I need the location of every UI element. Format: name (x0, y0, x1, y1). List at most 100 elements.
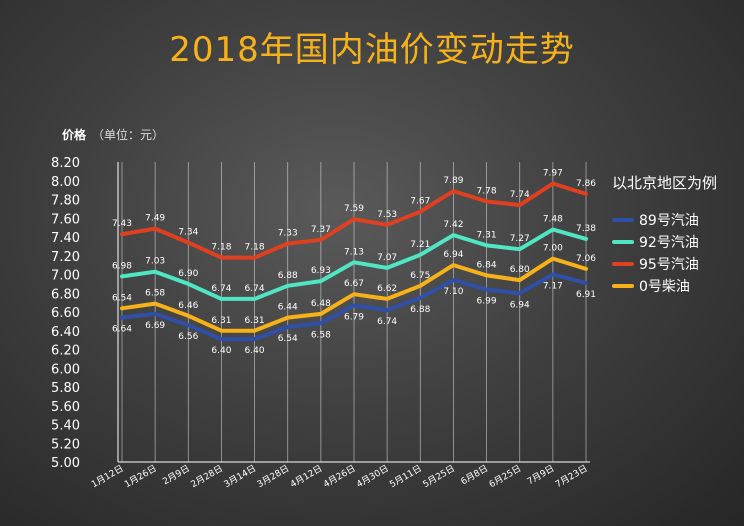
legend-title: 以北京地区为例 (612, 174, 718, 192)
x-tick-label-0: 1月12日 (90, 463, 126, 490)
data-label-s1-2: 6.90 (178, 269, 198, 279)
data-label-s2-9: 7.67 (410, 197, 430, 207)
y-tick-label-2: 5.40 (51, 419, 80, 434)
x-tick-label-14: 7月23日 (554, 463, 590, 490)
x-tick-label-8: 4月30日 (355, 463, 391, 490)
x-tick-label-7: 4月26日 (322, 463, 358, 490)
data-label-s1-12: 7.27 (510, 234, 530, 244)
data-label-s0-2: 6.56 (178, 332, 198, 342)
x-tick-label-4: 3月14日 (222, 463, 258, 490)
data-label-s1-5: 6.88 (278, 271, 298, 281)
data-label-s3-12: 6.80 (510, 265, 530, 275)
y-tick-label-12: 7.40 (51, 231, 80, 246)
data-label-s2-2: 7.34 (178, 228, 198, 238)
y-tick-label-9: 6.80 (51, 287, 80, 302)
data-label-s0-7: 6.79 (344, 312, 364, 322)
data-label-s0-5: 6.54 (278, 334, 298, 344)
x-tick-label-1: 1月26日 (123, 463, 159, 490)
y-axis-label-main: 价格 (62, 128, 87, 142)
data-label-s0-4: 6.40 (245, 346, 265, 356)
data-label-s3-11: 6.84 (477, 260, 497, 270)
legend-item-0: 89号汽油 (612, 209, 717, 231)
x-tick-label-9: 5月11日 (388, 463, 424, 490)
x-tick-label-12: 6月25日 (487, 463, 523, 490)
legend-item-3: 0号柴油 (612, 275, 717, 297)
data-label-s3-0: 6.54 (112, 293, 132, 303)
y-tick-label-7: 6.40 (51, 325, 80, 340)
data-label-s2-7: 7.59 (344, 204, 364, 214)
data-label-s2-8: 7.53 (377, 210, 397, 220)
data-label-s3-9: 6.75 (410, 271, 430, 281)
x-tick-label-13: 7月9日 (525, 463, 556, 487)
data-label-s3-6: 6.48 (311, 299, 331, 309)
legend-label-0: 89号汽油 (639, 213, 699, 229)
y-tick-label-1: 5.20 (51, 437, 80, 452)
y-tick-label-5: 6.00 (51, 362, 80, 377)
data-label-s0-11: 6.99 (477, 297, 497, 307)
data-label-s2-0: 7.43 (112, 219, 132, 229)
data-label-s1-8: 7.07 (377, 253, 397, 263)
legend-label-2: 95号汽油 (639, 257, 699, 273)
y-tick-label-6: 6.20 (51, 344, 80, 359)
x-tick-label-10: 5月25日 (421, 463, 457, 490)
data-label-s2-3: 7.18 (211, 243, 231, 253)
y-tick-label-8: 6.60 (51, 306, 80, 321)
data-label-s2-13: 7.97 (543, 169, 563, 179)
x-tick-label-11: 6月8日 (459, 463, 490, 487)
chart-title: 2018年国内油价变动走势 (169, 30, 575, 70)
y-axis-label-unit: （单位：元） (92, 128, 165, 142)
data-label-s3-1: 6.58 (145, 289, 165, 299)
legend-label-3: 0号柴油 (639, 279, 690, 295)
legend-label-1: 92号汽油 (639, 235, 699, 251)
y-tick-label-0: 5.00 (51, 456, 80, 471)
y-tick-label-15: 8.00 (51, 175, 80, 190)
data-label-s3-4: 6.31 (245, 316, 265, 326)
data-label-s3-14: 7.06 (576, 254, 596, 264)
data-label-s1-13: 7.48 (543, 215, 563, 225)
data-label-s0-12: 6.94 (510, 300, 530, 310)
data-label-s3-10: 6.94 (443, 250, 463, 260)
y-tick-label-13: 7.60 (51, 212, 80, 227)
y-tick-label-14: 7.80 (51, 194, 80, 209)
x-tick-label-6: 4月12日 (288, 463, 324, 490)
series-line-2 (120, 181, 588, 260)
data-label-s0-1: 6.69 (145, 321, 165, 331)
legend-item-1: 92号汽油 (612, 231, 717, 253)
data-label-s2-12: 7.74 (510, 190, 530, 200)
data-label-s1-11: 7.31 (477, 230, 497, 240)
y-tick-label-3: 5.60 (51, 400, 80, 415)
data-label-s1-1: 7.03 (145, 257, 165, 267)
y-tick-label-11: 7.20 (51, 250, 80, 265)
data-label-s0-8: 6.74 (377, 317, 397, 327)
legend-item-2: 95号汽油 (612, 253, 717, 275)
data-label-s1-3: 6.74 (211, 284, 231, 294)
x-tick-label-2: 2月9日 (161, 463, 192, 487)
data-label-s2-4: 7.18 (245, 243, 265, 253)
data-label-s3-3: 6.31 (211, 316, 231, 326)
data-label-s3-5: 6.44 (278, 303, 298, 313)
series-line-3 (120, 256, 588, 333)
legend-swatch-2 (612, 262, 634, 266)
data-label-s2-11: 7.78 (477, 186, 497, 196)
data-label-s2-14: 7.86 (576, 179, 596, 189)
legend-swatch-0 (612, 218, 634, 222)
y-axis-label: 价格 （单位：元） (62, 126, 164, 143)
y-tick-label-4: 5.80 (51, 381, 80, 396)
data-label-s2-10: 7.89 (443, 176, 463, 186)
data-label-s2-1: 7.49 (145, 214, 165, 224)
data-label-s0-13: 7.17 (543, 282, 563, 292)
x-tick-label-3: 2月28日 (189, 463, 225, 490)
data-label-s1-0: 6.98 (112, 261, 132, 271)
data-label-s0-14: 6.91 (576, 290, 596, 300)
data-label-s2-6: 7.37 (311, 225, 331, 235)
data-label-s0-10: 7.10 (443, 287, 463, 297)
legend: 以北京地区为例 89号汽油 92号汽油 95号汽油 0号柴油 (612, 172, 717, 297)
series-line-0 (120, 272, 588, 342)
data-label-s1-7: 7.13 (344, 247, 364, 257)
data-label-s3-8: 6.62 (377, 284, 397, 294)
data-label-s1-14: 7.38 (576, 224, 596, 234)
legend-swatch-1 (612, 240, 634, 244)
legend-items: 89号汽油 92号汽油 95号汽油 0号柴油 (612, 209, 717, 297)
